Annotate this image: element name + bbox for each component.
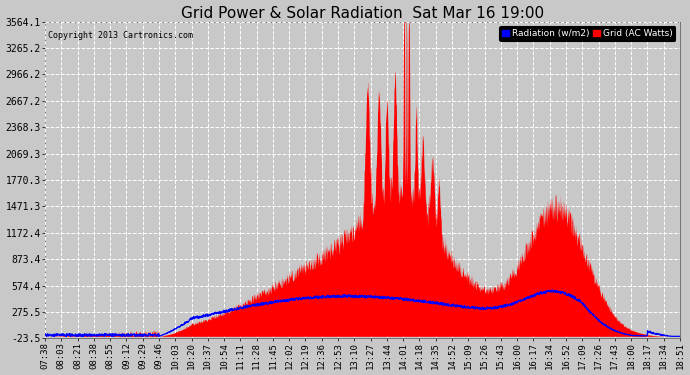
Legend: Radiation (w/m2), Grid (AC Watts): Radiation (w/m2), Grid (AC Watts) — [500, 26, 676, 40]
Text: Copyright 2013 Cartronics.com: Copyright 2013 Cartronics.com — [48, 31, 193, 40]
Title: Grid Power & Solar Radiation  Sat Mar 16 19:00: Grid Power & Solar Radiation Sat Mar 16 … — [181, 6, 544, 21]
